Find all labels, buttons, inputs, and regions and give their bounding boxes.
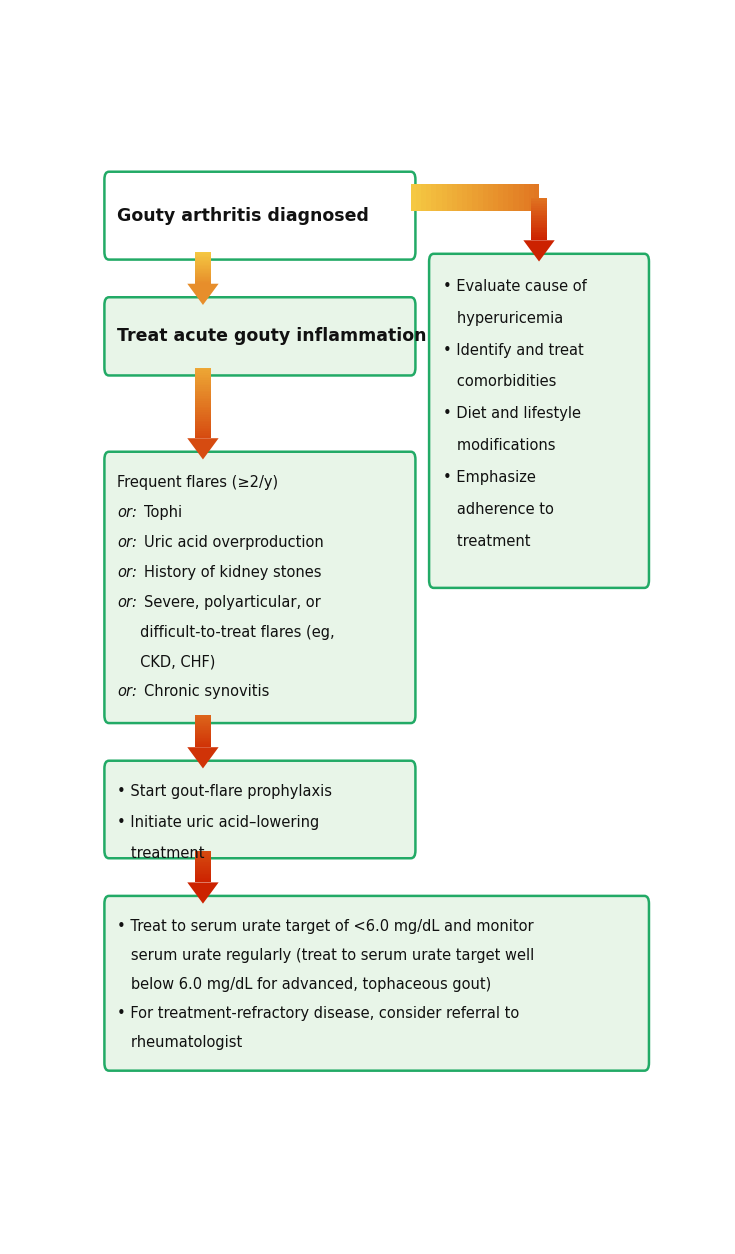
FancyBboxPatch shape (104, 895, 649, 1071)
Text: difficult-to-treat flares (eg,: difficult-to-treat flares (eg, (117, 624, 334, 640)
Text: Gouty arthritis diagnosed: Gouty arthritis diagnosed (117, 207, 369, 224)
Text: CKD, CHF): CKD, CHF) (117, 655, 215, 670)
Text: modifications: modifications (442, 438, 555, 453)
Text: serum urate regularly (treat to serum urate target well: serum urate regularly (treat to serum ur… (117, 948, 534, 963)
Text: treatment: treatment (442, 534, 530, 549)
Text: or:: or: (117, 534, 137, 549)
Text: Severe, polyarticular, or: Severe, polyarticular, or (144, 594, 321, 609)
Text: treatment: treatment (117, 845, 204, 860)
Text: comorbidities: comorbidities (442, 375, 556, 390)
Polygon shape (187, 283, 218, 305)
Text: below 6.0 mg/dL for advanced, tophaceous gout): below 6.0 mg/dL for advanced, tophaceous… (117, 977, 491, 992)
Text: rheumatologist: rheumatologist (117, 1035, 243, 1050)
Text: Chronic synovitis: Chronic synovitis (144, 685, 270, 700)
Text: hyperuricemia: hyperuricemia (442, 311, 563, 326)
Text: History of kidney stones: History of kidney stones (144, 564, 322, 579)
FancyBboxPatch shape (104, 451, 415, 724)
Polygon shape (523, 241, 555, 262)
Polygon shape (187, 438, 218, 459)
Polygon shape (187, 883, 218, 904)
FancyBboxPatch shape (104, 761, 415, 858)
Text: • Diet and lifestyle: • Diet and lifestyle (442, 406, 581, 421)
Text: • Identify and treat: • Identify and treat (442, 342, 584, 357)
FancyBboxPatch shape (104, 172, 415, 260)
Text: • Start gout-flare prophylaxis: • Start gout-flare prophylaxis (117, 784, 332, 799)
Text: adherence to: adherence to (442, 502, 553, 517)
Polygon shape (187, 747, 218, 769)
Text: • Treat to serum urate target of <6.0 mg/dL and monitor: • Treat to serum urate target of <6.0 mg… (117, 919, 534, 934)
Text: or:: or: (117, 505, 137, 520)
Text: or:: or: (117, 564, 137, 579)
Text: Tophi: Tophi (144, 505, 182, 520)
FancyBboxPatch shape (429, 253, 649, 588)
Text: • Initiate uric acid–lowering: • Initiate uric acid–lowering (117, 815, 319, 830)
FancyBboxPatch shape (104, 297, 415, 375)
Text: • Evaluate cause of: • Evaluate cause of (442, 278, 587, 293)
Text: Frequent flares (≥2/y): Frequent flares (≥2/y) (117, 475, 278, 490)
Text: • For treatment-refractory disease, consider referral to: • For treatment-refractory disease, cons… (117, 1006, 519, 1021)
Text: or:: or: (117, 594, 137, 609)
Text: Uric acid overproduction: Uric acid overproduction (144, 534, 324, 549)
Text: • Emphasize: • Emphasize (442, 470, 536, 485)
Text: or:: or: (117, 685, 137, 700)
Text: Treat acute gouty inflammation: Treat acute gouty inflammation (117, 327, 426, 345)
